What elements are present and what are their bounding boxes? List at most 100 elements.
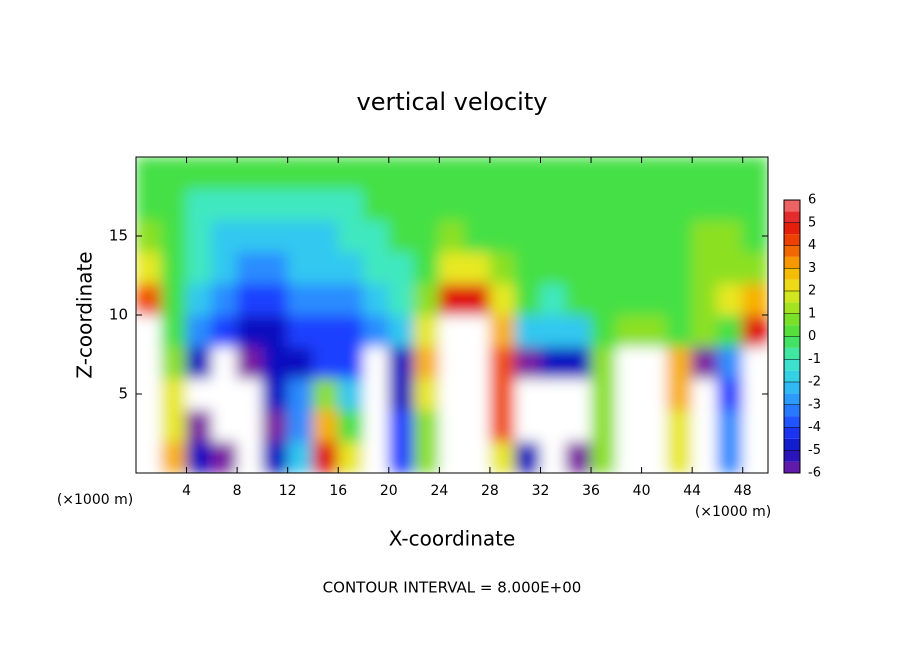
heatmap-cell [539,409,567,442]
colorbar-swatch [784,359,800,371]
heatmap-cell [464,314,491,348]
heatmap-cell [691,440,718,473]
heatmap-cell [438,377,466,411]
heatmap-cell [363,282,390,316]
heatmap-cell [666,219,693,253]
heatmap-cell [388,377,415,411]
colorbar-swatch [784,279,800,291]
heatmap-cell [514,314,541,348]
colorbar-swatch [784,256,800,269]
x-tick-label: 28 [481,483,499,499]
heatmap-cell [337,188,365,221]
heatmap-cell [363,440,390,473]
heatmap-cell [186,251,213,284]
heatmap-cell [464,157,491,190]
heatmap-cell [438,188,466,221]
heatmap-cell [716,377,744,411]
heatmap [136,157,768,473]
colorbar-swatch [784,382,800,394]
heatmap-cell [565,251,592,284]
heatmap-cell [716,346,744,379]
colorbar-tick-label: -5 [808,443,821,458]
heatmap-cell [590,251,617,284]
heatmap-cell [438,251,466,284]
heatmap-cell [287,440,314,473]
heatmap-cell [691,409,718,442]
heatmap-cell [716,251,744,284]
heatmap-cell [363,377,390,411]
heatmap-cell [261,282,289,316]
heatmap-cell [691,188,718,221]
x-tick-label: 8 [233,483,242,499]
heatmap-cell [261,346,289,379]
heatmap-cell [539,377,567,411]
colorbar-tick-label: -1 [808,352,821,367]
heatmap-cell [615,219,643,253]
heatmap-cell [413,188,440,221]
heatmap-cell [287,251,314,284]
colorbar-tick-label: 3 [808,261,816,276]
heatmap-cell [186,377,213,411]
heatmap-cell [136,409,162,442]
heatmap-cell [539,346,567,379]
heatmap-cell [312,251,339,284]
heatmap-cell [641,440,668,473]
y-tick-label: 10 [109,306,128,324]
heatmap-cell [413,282,440,316]
heatmap-cell [363,157,390,190]
heatmap-cell [691,346,718,379]
heatmap-cell [666,157,693,190]
y-axis-label: Z-coordinate [73,251,97,378]
heatmap-cell [160,377,188,411]
heatmap-cell [565,377,592,411]
heatmap-cell [514,346,541,379]
heatmap-cell [742,440,768,473]
heatmap-cell [464,440,491,473]
heatmap-cell [464,219,491,253]
heatmap-cell [514,440,541,473]
heatmap-cell [590,440,617,473]
colorbar-tick-label: -3 [808,397,821,412]
heatmap-cell [337,314,365,348]
heatmap-cell [716,440,744,473]
heatmap-cell [312,157,339,190]
colorbar-tick-label: 0 [808,329,816,344]
heatmap-cell [337,440,365,473]
heatmap-cell [438,157,466,190]
heatmap-cell [236,157,263,190]
heatmap-cell [388,409,415,442]
heatmap-cell [742,188,768,221]
heatmap-cell [236,314,263,348]
heatmap-cell [489,251,516,284]
heatmap-cell [514,251,541,284]
heatmap-cell [514,409,541,442]
colorbar-swatch [784,370,800,382]
heatmap-cell [186,314,213,348]
heatmap-cell [312,346,339,379]
heatmap-cell [565,219,592,253]
heatmap-cell [261,440,289,473]
heatmap-cell [716,282,744,316]
x-tick-label: 20 [380,483,398,499]
heatmap-cell [691,377,718,411]
heatmap-cell [211,346,238,379]
heatmap-cell [186,282,213,316]
heatmap-cell [413,251,440,284]
heatmap-cell [337,219,365,253]
heatmap-cell [211,440,238,473]
heatmap-cell [388,219,415,253]
heatmap-cell [388,188,415,221]
heatmap-cell [261,409,289,442]
heatmap-cell [312,377,339,411]
colorbar-swatch [784,222,800,235]
heatmap-cell [641,157,668,190]
heatmap-cell [413,157,440,190]
heatmap-cell [438,409,466,442]
colorbar-swatch [784,438,800,451]
heatmap-cell [261,377,289,411]
heatmap-cell [514,282,541,316]
colorbar-swatch [784,200,800,212]
heatmap-cell [160,251,188,284]
heatmap-cell [312,314,339,348]
heatmap-cell [464,282,491,316]
